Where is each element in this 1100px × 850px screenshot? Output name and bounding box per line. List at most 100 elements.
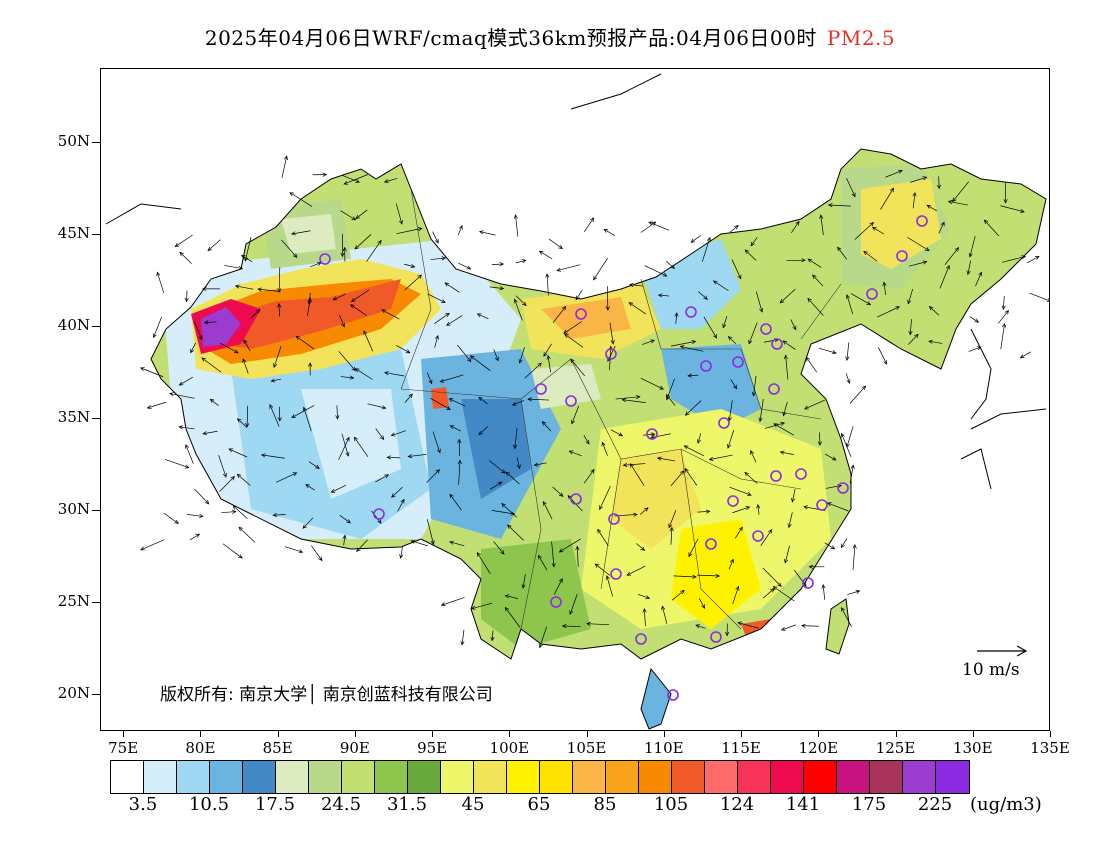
wind-vector [273,346,282,368]
wind-arrowhead [594,563,600,568]
wind-vector [820,214,824,235]
legend-swatch [111,761,144,793]
wind-arrowhead [805,356,810,362]
wind-arrowhead [494,356,499,362]
wind-arrowhead [541,421,547,426]
wind-vector [556,264,581,271]
wind-vector [201,357,222,373]
wind-vector [791,488,796,503]
concentration-map [100,68,1050,731]
wind-vector [841,433,852,457]
legend-swatch [606,761,639,793]
wind-arrowhead [1003,199,1008,204]
wind-vector [764,422,785,429]
wind-vector [308,461,320,469]
wind-vector [343,535,346,546]
wind-vector [524,362,542,379]
wind-vector [281,156,288,179]
wind-arrowhead [812,274,817,279]
wind-arrowhead [801,258,806,263]
wind-vector [849,385,866,404]
wind-vector [737,622,759,629]
wind-arrowhead [236,418,242,423]
legend-swatch [870,761,903,793]
wind-vector [228,448,248,458]
wind-arrowhead [670,264,676,269]
china-border [150,148,1047,660]
wind-vector [404,393,413,403]
wind-vector [446,315,463,326]
lat-tick [92,325,100,327]
wind-vector [493,541,505,555]
wind-vector [194,321,203,340]
wind-vector [339,314,345,328]
wind-vector [457,225,463,236]
legend-swatch [672,761,705,793]
legend-swatch [903,761,936,793]
wind-arrowhead [179,251,184,257]
wind-arrowhead [449,540,454,545]
wind-arrowhead [417,227,423,232]
wind-vector [343,174,368,185]
wind-vector [883,282,887,295]
wind-arrowhead [184,464,190,469]
wind-vector [603,228,616,236]
wind-arrowhead [889,187,894,193]
wind-vector [278,303,280,317]
map-title: 2025年04月06日WRF/cmaq模式36km预报产品:04月06日00时 P… [0,22,1100,51]
wind-arrowhead [1019,354,1025,359]
wind-vector [397,499,405,512]
wind-arrowhead [683,445,689,450]
wind-vector [250,309,260,319]
wind-arrowhead [665,394,671,399]
wind-arrowhead [561,624,567,629]
wind-vector [350,304,367,316]
wind-vector [784,545,790,563]
wind-vector [849,465,854,484]
legend-label: 10.5 [188,794,230,815]
wind-vector [204,321,217,323]
lon-tick [972,731,974,737]
wind-arrowhead [458,225,463,230]
city-marker [610,568,622,580]
wind-arrowhead [1021,255,1027,260]
wind-vector [801,625,819,627]
wind-vector [643,608,646,626]
wind-vector [597,529,609,547]
wind-arrowhead [283,155,288,161]
wind-vector [661,606,668,624]
wind-arrowhead [648,221,654,226]
legend-swatch [804,761,837,793]
wind-arrowhead [383,179,389,184]
wind-arrowhead [343,180,349,185]
legend-swatch [771,761,804,793]
wind-vector [744,472,758,484]
wind-arrowhead [1004,309,1009,315]
city-marker [570,493,582,505]
wind-vector [658,294,669,297]
wind-arrowhead [478,230,484,235]
wind-vector [449,398,466,407]
wind-arrowhead [926,204,932,209]
wind-arrowhead [436,448,441,454]
wind-arrowhead [782,340,788,345]
wind-vector [690,235,701,243]
wind-vector [539,250,553,260]
wind-arrowhead [522,301,527,307]
wind-arrowhead [803,505,808,510]
wind-arrowhead [350,297,356,303]
wind-arrowhead [345,452,350,457]
wind-vector [1003,295,1005,310]
wind-vector [564,333,584,348]
wind-vector [952,181,969,202]
wind-vector [1026,256,1040,264]
city-marker [718,417,730,429]
wind-arrowhead [228,448,234,453]
wind-vector [929,306,940,316]
legend-swatch [342,761,375,793]
wind-arrowhead [922,260,928,265]
wind-vector [243,339,251,352]
wind-vector [156,272,165,294]
wind-vector [639,507,649,515]
wind-vector [850,293,871,305]
